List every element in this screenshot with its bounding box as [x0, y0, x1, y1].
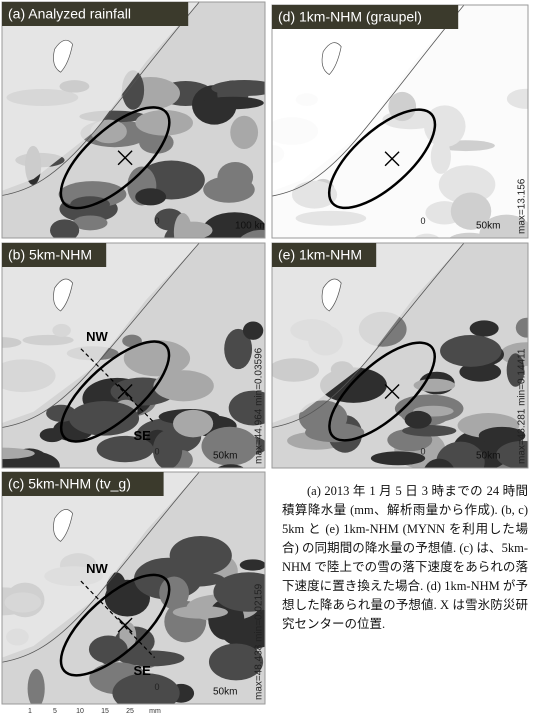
precip-area — [199, 540, 221, 570]
scale-label: 50km — [213, 687, 237, 698]
map-area: 0 50km max=13.156 — [263, 5, 534, 255]
panel-label: (b) 5km-NHM — [8, 247, 92, 263]
panel-label: (a) Analyzed rainfall — [8, 6, 131, 22]
stats-label: max=48.438 min=0.02159 — [254, 583, 265, 700]
precip-area — [470, 320, 499, 336]
map-area: 0 100 km — [2, 2, 293, 268]
colorbar-label: 15 — [101, 708, 109, 715]
precip-area — [173, 410, 213, 437]
precip-area — [405, 411, 432, 429]
nw-label: NW — [86, 561, 108, 576]
scale-label: 50km — [213, 451, 237, 462]
zero-label: 0 — [155, 216, 160, 226]
map-area: NW SE0 50km max=44.964 min=0.03596 — [0, 243, 278, 485]
precip-area — [69, 401, 139, 436]
precip-area — [371, 451, 425, 465]
colorbar-label: 25 — [126, 708, 134, 715]
precip-area — [159, 576, 189, 609]
precip-area — [230, 116, 258, 149]
zero-label: 0 — [155, 447, 160, 457]
map-panel: NW SE0 50km max=44.964 min=0.03596 (b) 5km-N… — [0, 243, 278, 485]
precip-area — [217, 162, 253, 192]
precip-area — [213, 572, 283, 612]
panel-label: (d) 1km-NHM (graupel) — [278, 9, 422, 25]
stats-label: max=13.156 — [517, 178, 528, 234]
caption: (a) 2013 年 1 月 5 日 3 時までの 24 時間積算降水量 (mm… — [282, 482, 528, 634]
nw-label: NW — [86, 329, 108, 344]
map-panel: 0 50km max=43.281 min=0.14411 (e) 1km-NHM — [269, 243, 534, 492]
precip-area — [174, 222, 212, 240]
map-area: NW SE0 50km max=48.438 min=0.02159 — [0, 472, 283, 717]
precip-area — [135, 110, 193, 136]
precip-area — [28, 669, 45, 708]
zero-label: 0 — [420, 216, 425, 226]
precip-area — [202, 97, 264, 109]
panel-label: (c) 5km-NHM (tv_g) — [8, 476, 131, 492]
precip-area — [135, 188, 166, 205]
page: 0 100 km (a) Analyzed rainfall 0 50km max=13.… — [0, 0, 534, 717]
colorbar-label: mm — [149, 708, 161, 715]
map-panel: 0 100 km (a) Analyzed rainfall — [2, 2, 293, 268]
scale-label: 100 km — [235, 221, 268, 232]
se-label: SE — [134, 428, 152, 443]
map-panel: NW SE0 50km max=48.438 min=0.02159 (c) 5km-N… — [0, 472, 283, 717]
precip-area — [211, 80, 277, 96]
precip-area — [243, 321, 263, 339]
se-label: SE — [134, 663, 152, 678]
precip-area — [172, 622, 188, 636]
panel-label: (e) 1km-NHM — [278, 247, 362, 263]
precip-area — [173, 606, 228, 619]
precip-area — [240, 559, 266, 570]
map-panel: 0 50km max=13.156 (d) 1km-NHM (graupel) — [263, 5, 534, 255]
map-area: 0 50km max=43.281 min=0.14411 — [269, 243, 534, 492]
colorbar-label: 10 — [76, 708, 84, 715]
stats-label: max=44.964 min=0.03596 — [254, 347, 265, 464]
precip-area — [112, 673, 179, 712]
colorbar-label: 5 — [53, 708, 57, 715]
stats-label: max=43.281 min=0.14411 — [517, 348, 528, 464]
colorbar-label: 1 — [28, 708, 32, 715]
zero-label: 0 — [155, 682, 160, 692]
scale-label: 50km — [476, 221, 500, 232]
precip-area — [296, 211, 367, 226]
scale-label: 50km — [476, 451, 500, 462]
zero-label: 0 — [420, 447, 425, 457]
precip-area — [440, 335, 501, 367]
